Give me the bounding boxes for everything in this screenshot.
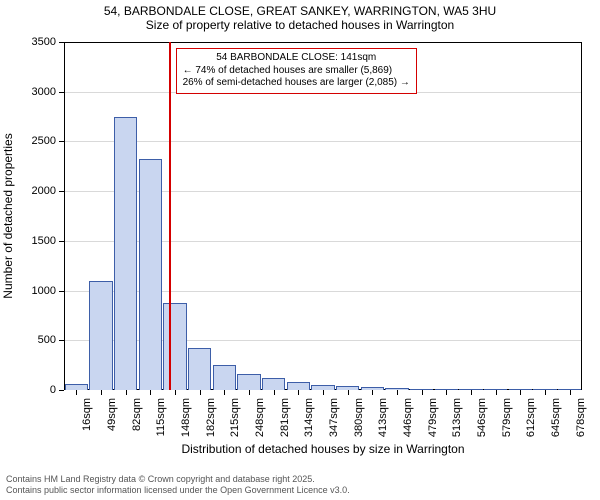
y-tick-label: 500 — [16, 334, 56, 346]
x-axis-label: Distribution of detached houses by size … — [181, 442, 464, 456]
footnote: Contains HM Land Registry data © Crown c… — [6, 474, 350, 497]
x-tick-label: 115sqm — [155, 398, 167, 443]
x-tick-label: 579sqm — [501, 398, 513, 443]
histogram-bar — [188, 348, 211, 390]
title-line-2: Size of property relative to detached ho… — [0, 18, 600, 32]
histogram-bar — [262, 378, 285, 390]
y-tick-label: 0 — [16, 384, 56, 396]
title-line-1: 54, BARBONDALE CLOSE, GREAT SANKEY, WARR… — [0, 4, 600, 18]
annotation-line: 26% of semi-detached houses are larger (… — [183, 77, 410, 90]
x-tick-label: 380sqm — [353, 398, 365, 443]
y-tick-label: 2500 — [16, 135, 56, 147]
x-tick-label: 546sqm — [476, 398, 488, 443]
footnote-line-2: Contains public sector information licen… — [6, 485, 350, 496]
x-tick-label: 49sqm — [106, 398, 118, 443]
marker-line — [169, 42, 171, 390]
y-tick-label: 1000 — [16, 285, 56, 297]
x-tick-label: 215sqm — [229, 398, 241, 443]
histogram-bar — [163, 303, 186, 390]
histogram-bar — [139, 159, 162, 390]
histogram-bar — [213, 365, 236, 390]
x-tick-label: 347sqm — [328, 398, 340, 443]
histogram-bar — [237, 374, 260, 390]
histogram-bar — [287, 382, 310, 390]
y-tick-label: 1500 — [16, 235, 56, 247]
annotation-line: ← 74% of detached houses are smaller (5,… — [183, 65, 410, 78]
annotation-box: 54 BARBONDALE CLOSE: 141sqm← 74% of deta… — [176, 48, 417, 94]
x-tick-label: 413sqm — [377, 398, 389, 443]
x-tick-label: 314sqm — [303, 398, 315, 443]
footnote-line-1: Contains HM Land Registry data © Crown c… — [6, 474, 350, 485]
x-tick-label: 16sqm — [81, 398, 93, 443]
x-tick-label: 446sqm — [402, 398, 414, 443]
annotation-line: 54 BARBONDALE CLOSE: 141sqm — [183, 52, 410, 65]
chart-title: 54, BARBONDALE CLOSE, GREAT SANKEY, WARR… — [0, 0, 600, 33]
x-tick-label: 645sqm — [550, 398, 562, 443]
plot-area: 54 BARBONDALE CLOSE: 141sqm← 74% of deta… — [64, 42, 582, 390]
y-tick-label: 3000 — [16, 86, 56, 98]
x-tick-label: 612sqm — [525, 398, 537, 443]
x-tick-label: 678sqm — [575, 398, 587, 443]
y-axis-label: Number of detached properties — [1, 133, 15, 298]
chart-container: 54, BARBONDALE CLOSE, GREAT SANKEY, WARR… — [0, 0, 600, 500]
y-tick-label: 2000 — [16, 185, 56, 197]
x-tick-label: 182sqm — [205, 398, 217, 443]
histogram-bar — [89, 281, 112, 390]
histogram-bar — [114, 117, 137, 390]
x-tick-label: 248sqm — [254, 398, 266, 443]
y-tick-label: 3500 — [16, 36, 56, 48]
x-tick-label: 281sqm — [279, 398, 291, 443]
x-tick-label: 479sqm — [427, 398, 439, 443]
x-tick-label: 148sqm — [180, 398, 192, 443]
x-tick-label: 513sqm — [451, 398, 463, 443]
x-tick-label: 82sqm — [131, 398, 143, 443]
